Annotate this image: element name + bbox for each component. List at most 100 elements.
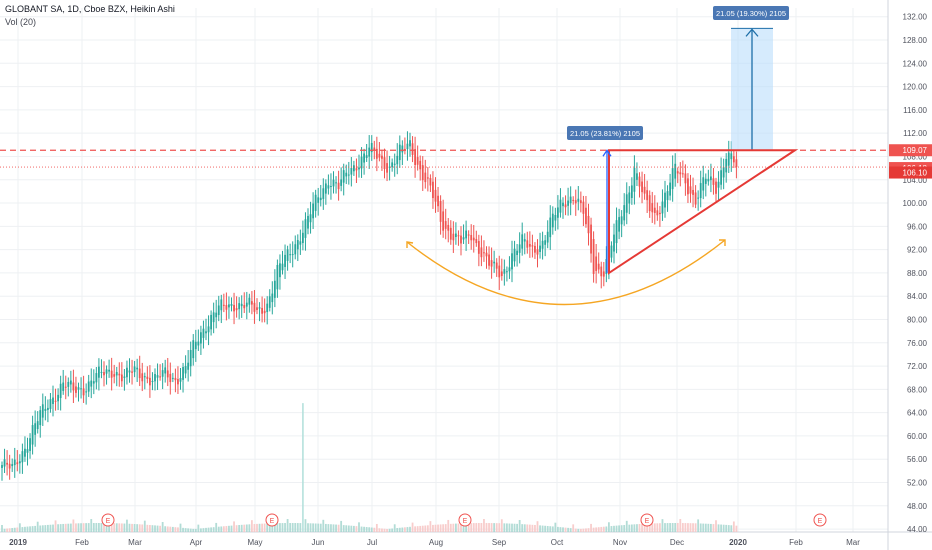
volume-bar (628, 524, 631, 532)
candle-body (184, 366, 187, 374)
candle-body (541, 240, 544, 249)
volume-bar (608, 522, 610, 532)
candle-body (656, 210, 659, 216)
price-tick-label: 44.00 (907, 525, 928, 534)
price-tick-label: 116.00 (903, 106, 927, 115)
volume-bar (592, 527, 595, 532)
price-tick-label: 88.00 (907, 269, 928, 278)
candle-body (444, 221, 447, 229)
candle-body (483, 252, 485, 254)
candle-body (118, 373, 121, 376)
candle-body (666, 191, 669, 201)
volume-bar (358, 522, 360, 532)
volume-bar (115, 523, 118, 532)
volume-bar (513, 523, 516, 532)
time-axis[interactable]: 2019 Feb Mar Apr May Jun Jul Aug Sep Oct Nov Dec 202… (9, 538, 860, 547)
candle-body (268, 296, 271, 308)
volume-bar (574, 528, 577, 532)
earnings-marker-icon[interactable] (813, 513, 827, 527)
volume-bar (319, 523, 322, 532)
candle-body (194, 341, 197, 350)
candle-body (386, 163, 388, 173)
volume-bar (477, 523, 480, 532)
candle-body (467, 234, 470, 236)
earnings-marker-icon[interactable] (101, 513, 115, 527)
candlesticks (1, 131, 738, 481)
price-label: 109.07 (903, 146, 928, 155)
volume-bar (133, 524, 136, 532)
price-tick-label: 120.00 (903, 83, 928, 92)
candle-body (582, 201, 585, 214)
candle-body (251, 301, 253, 305)
volume-bar (727, 525, 730, 532)
volume-bar (184, 528, 187, 532)
candle-body (82, 388, 85, 396)
volume-bar (373, 527, 376, 532)
volume-bar (414, 526, 416, 532)
volume-bar (123, 523, 126, 532)
volume-bar (217, 526, 220, 532)
time-tick-label: Mar (128, 538, 142, 547)
volume-bar (103, 523, 105, 532)
volume-bar (146, 524, 149, 532)
volume-bar (393, 524, 396, 532)
candle-body (238, 303, 241, 310)
measure-arrow-1-icon (602, 149, 612, 157)
candle-body (87, 381, 90, 392)
volume-bar (149, 525, 151, 532)
volume-bar (636, 524, 638, 532)
candle-body (138, 368, 141, 379)
candle-body (13, 459, 16, 466)
earnings-marker-icon[interactable] (640, 513, 654, 527)
candle-body (159, 376, 161, 378)
candle-body (712, 178, 715, 185)
volume-bar (528, 524, 531, 532)
volume-bar (503, 523, 506, 532)
volume-bar (312, 523, 314, 532)
earnings-marker-label: E (106, 518, 111, 525)
volume-bar (437, 524, 439, 532)
volume-bar (16, 527, 19, 532)
price-axis[interactable]: 132.00 128.00 124.00 120.00 116.00 112.00 108.… (889, 13, 932, 534)
volume-bar (518, 520, 521, 532)
volume-bar (82, 523, 85, 532)
volume-bar (360, 526, 363, 532)
candle-body (572, 199, 575, 201)
volume-bar (618, 525, 620, 532)
candle-body (564, 204, 567, 208)
candle-body (100, 371, 103, 373)
candle-body (498, 265, 501, 278)
volume-indicator-label[interactable]: Vol (20) (5, 17, 37, 27)
volume-bar (31, 526, 34, 532)
volume-bar (404, 527, 406, 532)
volume-bar (85, 523, 88, 532)
volume-bar (62, 523, 65, 532)
candle-body (424, 172, 427, 183)
candle-body (332, 179, 335, 187)
candle-body (449, 227, 452, 240)
candle-body (169, 373, 172, 383)
volume-bar (511, 523, 513, 532)
earnings-marker-icon[interactable] (265, 513, 279, 527)
volume-bar (273, 523, 276, 532)
candle-body (225, 305, 228, 310)
candle-body (179, 378, 182, 382)
measure-label-1-bg (567, 126, 643, 140)
candle-body (725, 158, 728, 173)
volume-bar (699, 523, 702, 532)
candle-body (720, 170, 722, 185)
volume-bar (235, 525, 238, 532)
volume-bar (692, 523, 694, 532)
volume-bar (302, 403, 304, 532)
volume-bar (406, 527, 409, 532)
candle-body (727, 152, 730, 166)
earnings-marker-icon[interactable] (458, 513, 472, 527)
volume-bar (597, 527, 600, 532)
volume-bar (559, 527, 562, 532)
volume-bar (600, 526, 603, 532)
volume-bar (577, 528, 580, 532)
candle-body (286, 249, 289, 261)
volume-bar (194, 528, 197, 532)
volume-bar (653, 523, 656, 532)
